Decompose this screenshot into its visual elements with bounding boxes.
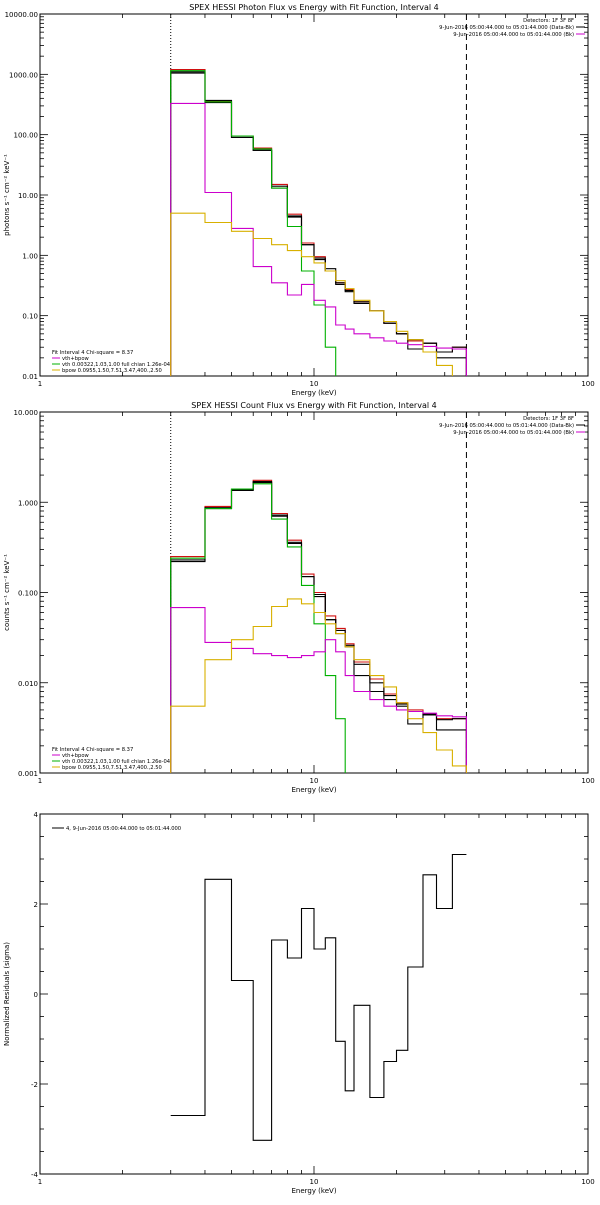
legend-entry: vth+bpow (62, 753, 89, 759)
legend-entry: 4, 9-Jun-2016 05:00:44.000 to 05:01:44.0… (66, 826, 181, 832)
x-tick-label: 100 (581, 777, 594, 785)
legend-entry: vth 0.00322,1.03,1.00 full chian 1.26e-0… (62, 759, 171, 765)
series-bpow-line (170, 598, 467, 773)
y-tick-label: 1.00 (22, 252, 38, 260)
y-tick-label: -2 (31, 1081, 38, 1089)
y-tick-label: 0.010 (18, 680, 38, 688)
residuals-panel: 1 10 100 Energy (keV) -4 -2 0 2 4 Normalized Resi… (3, 811, 595, 1195)
legend-entry: bpow 0.0955,1.50,7.51,3.47,400.,2.50 (62, 368, 162, 374)
legend-entry: vth 0.00322,1.03,1.00 full chian 1.26e-0… (62, 362, 171, 368)
y-tick-label: 4 (34, 811, 39, 819)
legend-chi-square: Fit Interval 4 Chi-square = 8.37 (52, 350, 133, 356)
photon-flux-panel: SPEX HESSI Photon Flux vs Energy with Fi… (3, 3, 595, 397)
y-tick-label: 1000.00 (9, 71, 38, 79)
y-tick-label: 2 (34, 901, 38, 909)
series-vthbpow_alt-line (170, 607, 467, 773)
x-tick-label: 1 (38, 1178, 42, 1186)
x-axis-label: Energy (keV) (291, 786, 336, 794)
y-tick-label: 10000.00 (5, 11, 38, 19)
series-data-line (170, 853, 467, 1141)
header-line: Detectors: 1F 3F 8F (523, 18, 574, 24)
x-axis-label: Energy (keV) (291, 1187, 336, 1195)
y-tick-label: 10.00 (18, 192, 38, 200)
y-axis-label: Normalized Residuals (sigma) (3, 942, 11, 1046)
x-tick-label: 10 (310, 777, 319, 785)
x-tick-label: 100 (581, 1178, 594, 1186)
count-flux-panel: SPEX HESSI Count Flux vs Energy with Fit… (3, 401, 595, 794)
series-vth-line (170, 483, 346, 773)
x-tick-label: 1 (38, 380, 42, 388)
header-line: 9-Jun-2016 05:00:44.000 to 05:01:44.000 … (453, 32, 574, 38)
series-bpow-line (170, 212, 453, 376)
chart-title: SPEX HESSI Count Flux vs Energy with Fit… (191, 401, 436, 410)
series-vth-line (170, 70, 337, 376)
y-tick-label: 100.00 (14, 132, 39, 140)
header-line: 9-Jun-2016 05:00:44.000 to 05:01:44.000 … (439, 25, 574, 31)
x-axis-label: Energy (keV) (291, 389, 336, 397)
legend-chi-square: Fit Interval 4 Chi-square = 8.37 (52, 747, 133, 753)
y-tick-label: 0.01 (22, 373, 38, 381)
y-tick-label: 10.000 (14, 409, 39, 417)
y-tick-label: 0.10 (22, 313, 38, 321)
y-axis-label: photons s⁻¹ cm⁻² keV⁻¹ (3, 154, 11, 236)
legend-entry: bpow 0.0955,1.50,7.51,3.47,400.,2.50 (62, 765, 162, 771)
x-tick-label: 100 (581, 380, 594, 388)
header-line: Detectors: 1F 3F 8F (523, 416, 574, 422)
legend-entry: vth+bpow (62, 356, 89, 362)
y-tick-label: 0.100 (18, 590, 38, 598)
x-tick-label: 10 (310, 380, 319, 388)
x-tick-label: 1 (38, 777, 42, 785)
y-axis-label: counts s⁻¹ cm⁻² keV⁻¹ (3, 554, 11, 631)
header-line: 9-Jun-2016 05:00:44.000 to 05:01:44.000 … (453, 430, 574, 436)
x-tick-label: 10 (310, 1178, 319, 1186)
header-line: 9-Jun-2016 05:00:44.000 to 05:01:44.000 … (439, 423, 574, 429)
y-tick-label: -4 (31, 1171, 39, 1179)
y-tick-label: 1.000 (18, 499, 38, 507)
y-tick-label: 0.001 (18, 770, 38, 778)
y-tick-label: 0 (34, 991, 38, 999)
chart-title: SPEX HESSI Photon Flux vs Energy with Fi… (189, 3, 439, 12)
